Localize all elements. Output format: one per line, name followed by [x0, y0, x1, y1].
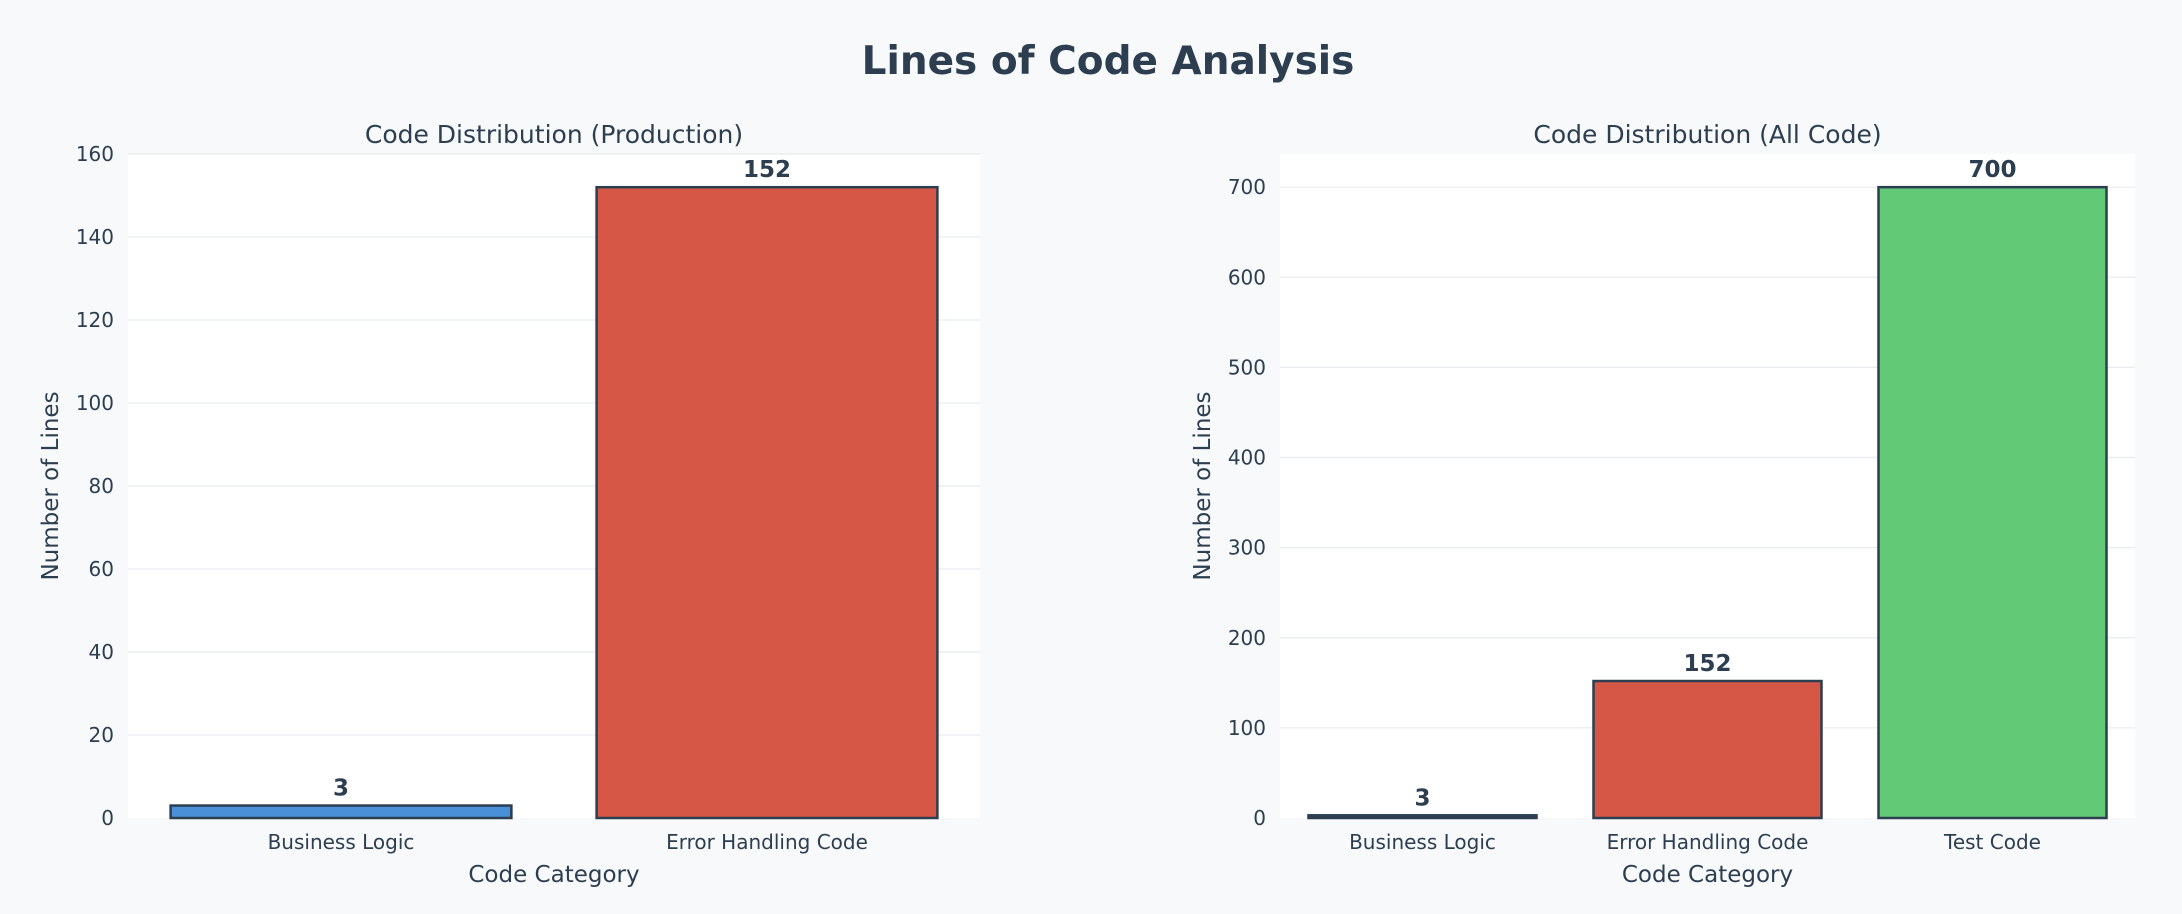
- y-tick-label: 500: [1228, 355, 1266, 379]
- y-axis-ticks-all-code: 0 100 200 300 400 500 600 700: [1228, 175, 1266, 830]
- chart-production: 3 152 0 20 40 60 80 100 120 140 160 Business Logi…: [38, 120, 980, 888]
- y-tick-label: 400: [1228, 446, 1266, 470]
- x-tick-label: Error Handling Code: [1607, 830, 1809, 854]
- bars-production: [169, 185, 939, 820]
- y-tick-label: 700: [1228, 175, 1266, 199]
- x-axis-label-production: Code Category: [468, 862, 639, 888]
- bar-business-logic: [169, 804, 513, 820]
- bar-error-handling-code: [595, 185, 939, 820]
- data-label: 3: [333, 776, 349, 802]
- y-tick-label: 100: [1228, 716, 1266, 740]
- bar-test-code: [1877, 185, 2108, 820]
- chart-title-production: Code Distribution (Production): [365, 120, 743, 149]
- x-tick-label: Business Logic: [268, 830, 415, 854]
- x-axis-ticks-all-code: Business Logic Error Handling Code Test Co…: [1349, 830, 2041, 854]
- y-tick-label: 600: [1228, 265, 1266, 289]
- data-label: 700: [1968, 157, 2016, 183]
- y-tick-label: 100: [76, 391, 114, 415]
- chart-title-all-code: Code Distribution (All Code): [1533, 120, 1881, 149]
- x-tick-label: Error Handling Code: [666, 830, 868, 854]
- y-tick-label: 20: [89, 723, 114, 747]
- y-axis-label-all-code: Number of Lines: [1190, 391, 1216, 580]
- y-tick-label: 0: [1253, 806, 1266, 830]
- y-axis-label-production: Number of Lines: [38, 391, 64, 580]
- y-tick-label: 60: [89, 557, 114, 581]
- data-label: 3: [1414, 785, 1430, 811]
- data-label: 152: [1683, 651, 1731, 677]
- y-tick-label: 40: [89, 640, 114, 664]
- y-tick-label: 80: [89, 474, 114, 498]
- y-tick-label: 200: [1228, 626, 1266, 650]
- figure-title: Lines of Code Analysis: [862, 39, 1355, 84]
- y-axis-ticks-production: 0 20 40 60 80 100 120 140 160: [76, 142, 114, 830]
- data-labels-production: 3 152: [333, 157, 791, 801]
- data-label: 152: [743, 157, 791, 183]
- x-axis-ticks-production: Business Logic Error Handling Code: [268, 830, 868, 854]
- x-axis-label-all-code: Code Category: [1622, 862, 1793, 888]
- x-tick-label: Business Logic: [1349, 830, 1496, 854]
- bars-all-code: [1307, 185, 2108, 820]
- bar-business-logic: [1307, 814, 1538, 820]
- chart-all-code: 3 152 700 0 100 200 300 400 500 600 700 Business …: [1190, 120, 2135, 888]
- y-tick-label: 0: [101, 806, 114, 830]
- x-tick-label: Test Code: [1943, 830, 2041, 854]
- y-tick-label: 140: [76, 225, 114, 249]
- data-labels-all-code: 3 152 700: [1414, 157, 2016, 811]
- y-tick-label: 300: [1228, 536, 1266, 560]
- y-tick-label: 160: [76, 142, 114, 166]
- y-tick-label: 120: [76, 308, 114, 332]
- bar-error-handling-code: [1592, 679, 1823, 820]
